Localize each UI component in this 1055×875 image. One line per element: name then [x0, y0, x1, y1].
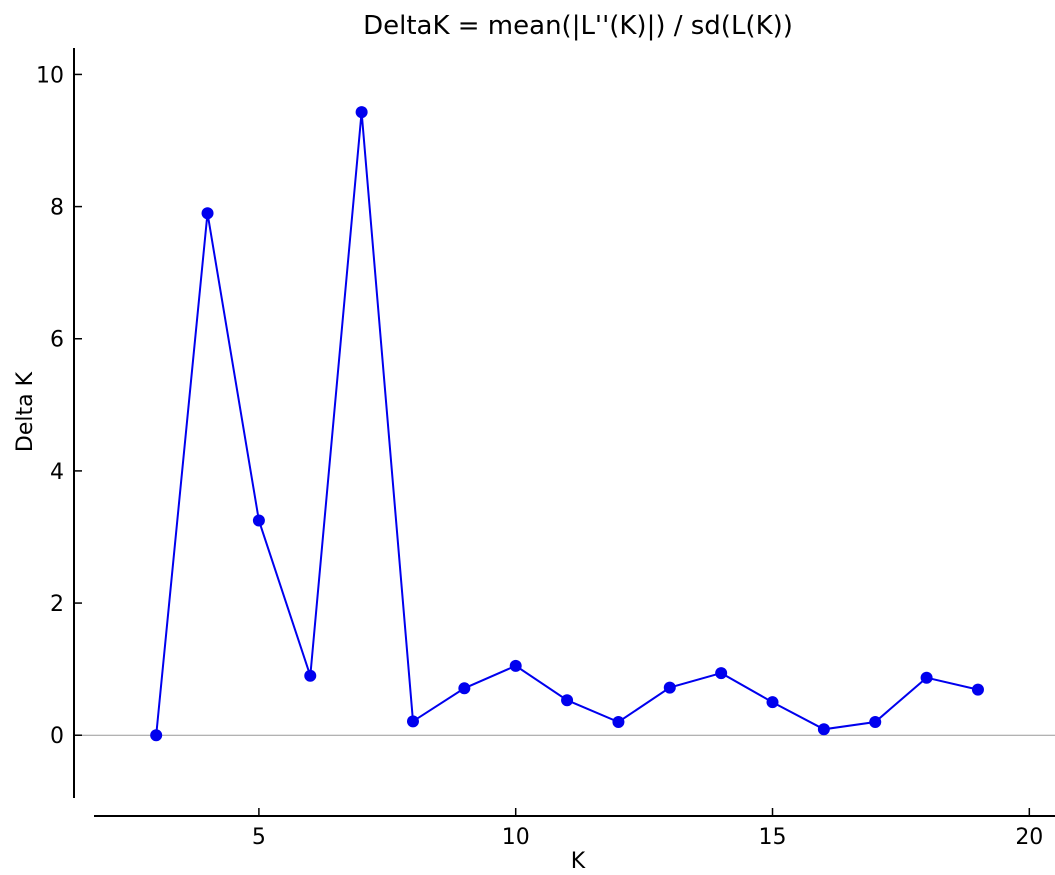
data-point-k-6	[304, 669, 317, 682]
data-point-k-4	[201, 207, 214, 220]
data-point-k-16	[817, 723, 830, 736]
x-ticks: 5 10 15 20	[252, 808, 1043, 850]
y-tick-label: 4	[50, 460, 64, 485]
y-tick-label: 0	[50, 724, 64, 749]
data-point-k-13	[663, 681, 676, 694]
y-ticks: 0 2 4 6 8 10	[36, 63, 82, 749]
y-tick-label: 6	[50, 328, 64, 353]
data-point-k-11	[561, 694, 574, 707]
data-point-k-17	[869, 716, 882, 729]
x-tick-label: 20	[1015, 825, 1043, 850]
data-point-k-14	[715, 667, 728, 680]
series-layer	[150, 106, 984, 742]
x-tick-label: 10	[502, 825, 530, 850]
data-point-k-18	[920, 671, 933, 684]
data-point-k-5	[252, 514, 265, 527]
x-axis-label: K	[571, 849, 586, 874]
x-tick-label: 15	[759, 825, 787, 850]
data-point-k-15	[766, 696, 779, 709]
y-tick-label: 10	[36, 63, 64, 88]
data-point-k-3	[150, 729, 163, 742]
data-point-k-10	[509, 659, 522, 672]
data-point-k-12	[612, 716, 625, 729]
y-tick-label: 8	[50, 196, 64, 221]
data-point-k-9	[458, 682, 471, 695]
series-line	[155, 112, 979, 736]
chart-title: DeltaK = mean(|L''(K)|) / sd(L(K))	[363, 11, 793, 41]
x-tick-label: 5	[252, 825, 266, 850]
y-tick-label: 2	[50, 592, 64, 617]
data-point-k-8	[406, 715, 419, 728]
data-point-k-7	[355, 106, 368, 119]
axes	[73, 48, 1055, 817]
data-point-k-19	[971, 683, 984, 696]
y-axis-label: Delta K	[13, 371, 38, 452]
